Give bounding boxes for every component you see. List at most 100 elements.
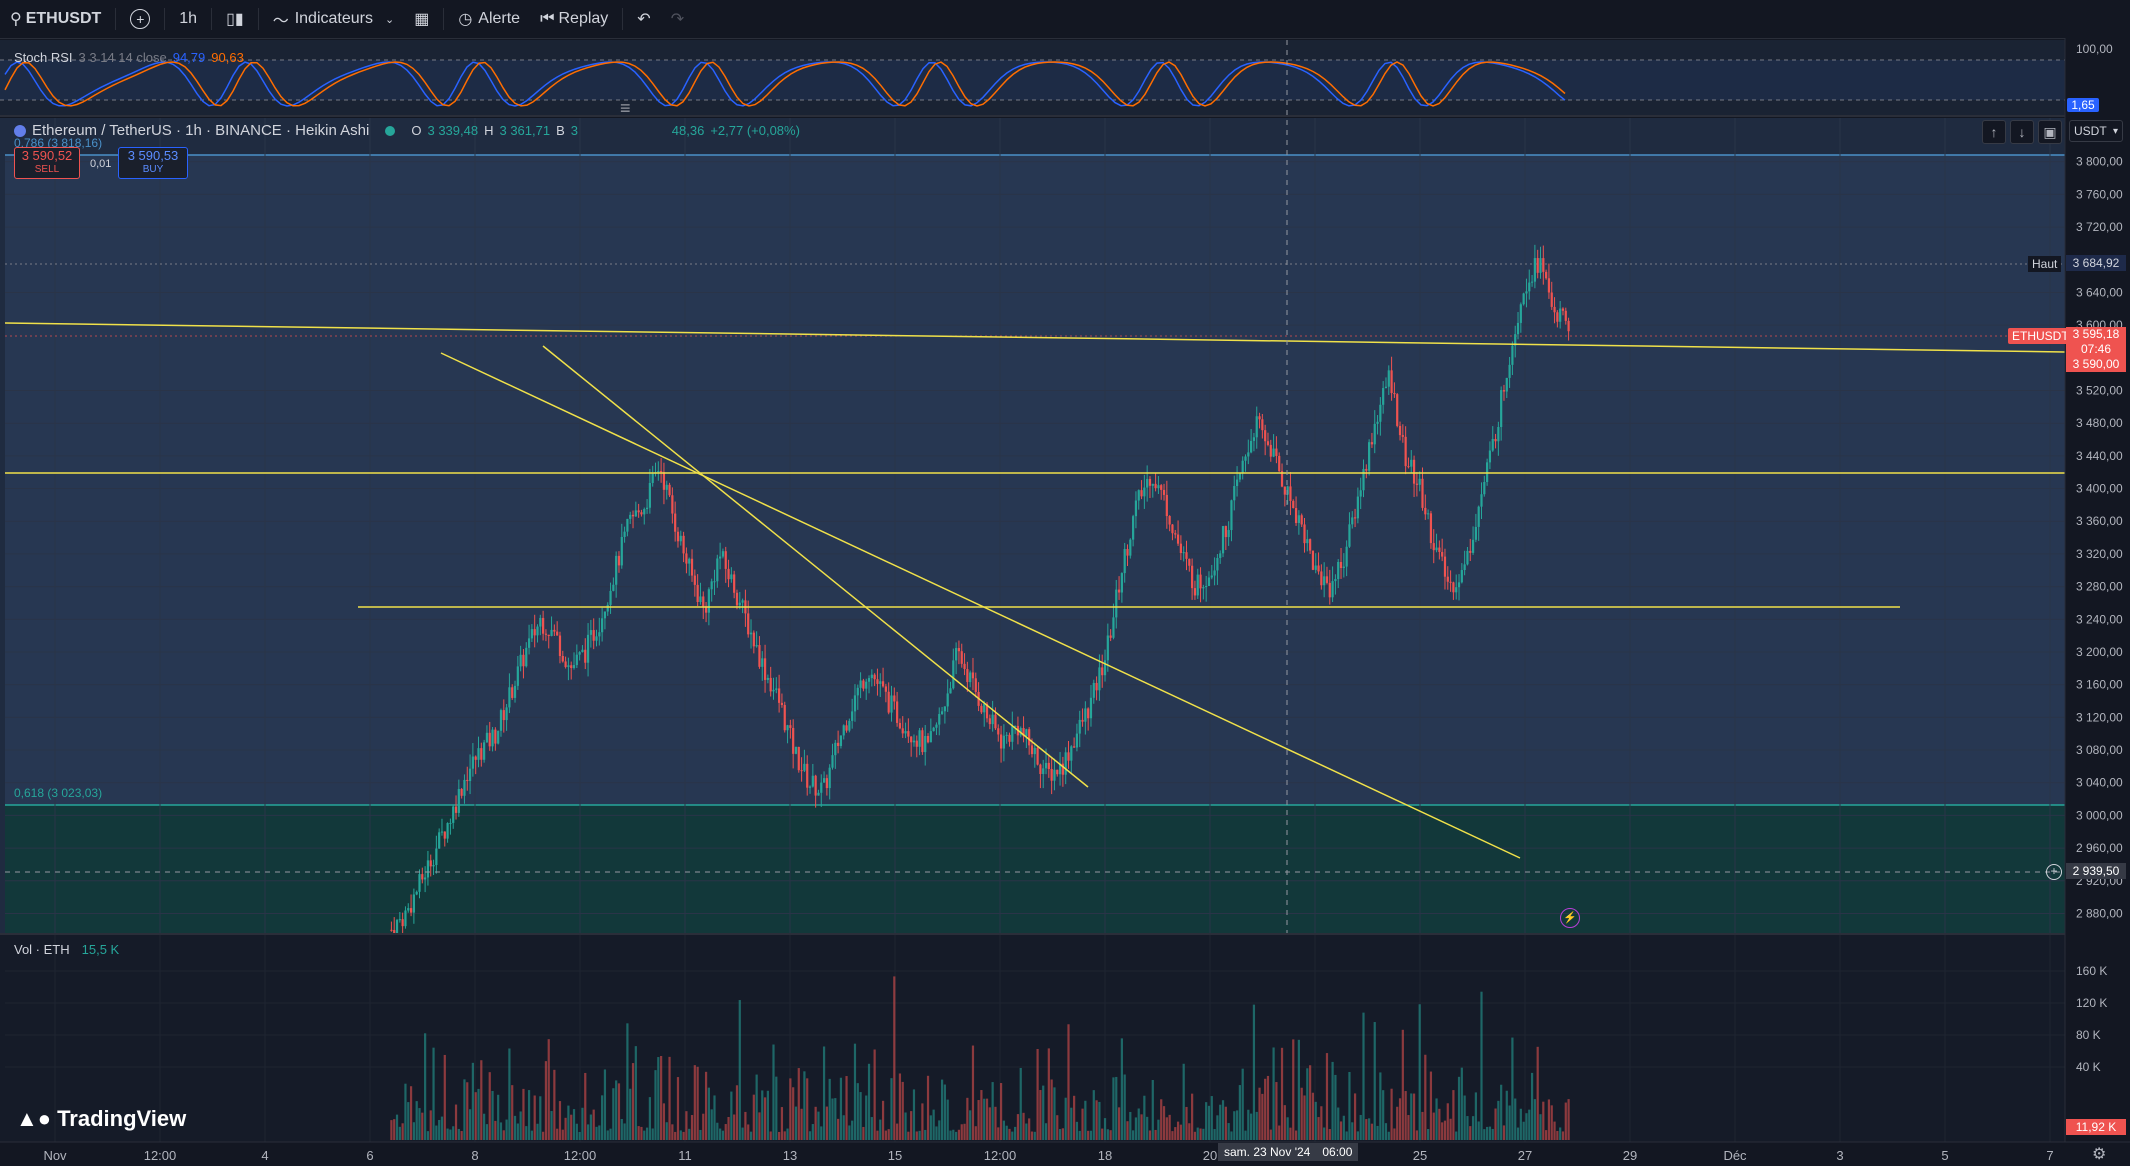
replay-button[interactable]: ⏮ Replay <box>530 0 618 38</box>
candle-body <box>870 674 873 679</box>
candle-body <box>1176 534 1180 544</box>
volume-bar <box>1162 1106 1166 1140</box>
volume-bar <box>710 1109 713 1140</box>
candles <box>390 244 1570 946</box>
volume-bar <box>1303 1095 1306 1140</box>
candle-body <box>733 574 736 593</box>
candle-body <box>1008 734 1011 742</box>
candle-body <box>747 613 750 635</box>
interval-button[interactable]: 1h <box>169 0 207 38</box>
volume-bar <box>1098 1101 1101 1140</box>
volume-bar <box>483 1113 486 1140</box>
volume-bar <box>443 1054 446 1140</box>
candle-body <box>837 742 840 746</box>
symbol-price-tag: ETHUSDT <box>2008 328 2073 344</box>
pane-drag-handle-icon[interactable]: ≡ <box>620 98 631 118</box>
trendline-diagonal-long[interactable] <box>440 352 1521 859</box>
indicators-button[interactable]: 〜 Indicateurs ⌄ <box>263 0 405 38</box>
settings-gear-icon[interactable]: ⚙ <box>2092 1146 2107 1163</box>
volume-axis-labels: 160 K 120 K 80 K 40 K <box>2076 964 2107 1074</box>
volume-bar <box>1022 1112 1025 1140</box>
volume-bar <box>1528 1109 1531 1140</box>
time-tick-label: 3 <box>1836 1148 1843 1163</box>
volume-bar <box>1042 1085 1045 1140</box>
chart-area[interactable]: 3 800,00 3 760,00 3 720,00 3 640,00 3 600,00… <box>0 38 2130 1166</box>
candle-body <box>1494 438 1497 442</box>
volume-bar <box>1365 1119 1368 1140</box>
price-axis[interactable] <box>2065 38 2130 1142</box>
chart-type-button[interactable]: ▯▮ <box>216 0 254 38</box>
time-axis[interactable] <box>0 1142 2130 1166</box>
candle-body <box>581 649 584 653</box>
candle-body <box>1205 586 1208 588</box>
candle-body <box>1432 543 1435 551</box>
crosshair-add-icon[interactable]: + <box>2046 864 2062 880</box>
stoch-legend[interactable]: Stoch RSI 3 3 14 14 close 94,79 90,63 <box>14 50 244 65</box>
ohlc-h-value: 3 361,71 <box>499 123 551 138</box>
price-grid <box>5 118 2065 933</box>
undo-button[interactable]: ↶ <box>627 0 660 38</box>
candle-body <box>1227 530 1230 538</box>
candle-body <box>1345 546 1348 567</box>
volume-bar <box>631 1063 635 1140</box>
volume-bar <box>404 1083 407 1140</box>
candle-body <box>865 681 868 689</box>
last-price: 3 595,18 <box>2072 327 2120 341</box>
compare-button[interactable]: + <box>120 0 160 38</box>
candle-body <box>488 732 491 747</box>
volume-bar <box>865 1095 868 1140</box>
main-legend[interactable]: Ethereum / TetherUS · 1h · BINANCE · Hei… <box>14 122 800 139</box>
currency-select[interactable]: USDT ▾ <box>2069 120 2123 142</box>
volume-bar <box>1067 1024 1070 1140</box>
candle-body <box>1294 508 1298 523</box>
volume-bar <box>910 1111 913 1140</box>
chevron-down-icon[interactable]: ⌄ <box>384 13 395 26</box>
time-tick-label: 4 <box>261 1148 268 1163</box>
volume-bar <box>1466 1116 1469 1140</box>
candle-body <box>834 742 837 756</box>
volume-bar <box>567 1105 570 1140</box>
candle-body <box>1058 763 1062 775</box>
volume-bar <box>1230 1131 1233 1140</box>
candle-body <box>1331 581 1334 598</box>
scroll-up-button[interactable]: ↑ <box>1982 120 2006 144</box>
candle-body <box>1407 466 1410 468</box>
volume-bar <box>949 1130 952 1140</box>
maximize-pane-button[interactable]: ▣ <box>2038 120 2062 144</box>
volume-bar <box>1457 1076 1461 1140</box>
chart-canvas[interactable]: 3 800,003 760,003 720,003 640,003 600,00… <box>0 38 2130 1166</box>
candle-body <box>1542 258 1545 272</box>
volume-bar <box>1151 1079 1154 1140</box>
search-icon: ⚲ <box>10 11 22 28</box>
scroll-down-button[interactable]: ↓ <box>2010 120 2034 144</box>
candle-body <box>1297 515 1300 523</box>
volume-bar <box>1382 1090 1385 1140</box>
volume-bar <box>1407 1115 1410 1140</box>
symbol-search[interactable]: ⚲ ETHUSDT <box>0 0 111 38</box>
candle-body <box>1300 515 1303 525</box>
layouts-button[interactable]: ▦ <box>404 0 439 38</box>
volume-bar <box>1362 1012 1365 1140</box>
candle-body <box>550 629 553 637</box>
volume-bar <box>432 1047 435 1140</box>
volume-bar <box>426 1131 430 1140</box>
trendline-diagonal-short[interactable] <box>542 345 1089 788</box>
volume-bar <box>926 1075 930 1140</box>
volume-bar <box>1320 1106 1323 1140</box>
candle-body <box>1505 377 1508 392</box>
candle-body <box>1435 547 1438 551</box>
volume-legend[interactable]: Vol · ETH 15,5 K <box>14 942 119 957</box>
alert-button[interactable]: ◷ Alerte <box>448 0 530 38</box>
candle-body <box>1471 539 1475 553</box>
candle-body <box>1320 571 1323 586</box>
tradingview-logo: ▲● TradingView <box>16 1106 186 1132</box>
buy-button[interactable]: 3 590,53 BUY <box>118 147 188 179</box>
candle-body <box>564 661 567 668</box>
volume-bar <box>1314 1101 1317 1140</box>
sell-button[interactable]: 3 590,52 SELL <box>14 147 80 179</box>
candle-body <box>1466 550 1469 565</box>
lightning-event-icon[interactable]: ⚡ <box>1560 908 1580 928</box>
trendline-upper-horizontal[interactable] <box>4 322 2066 353</box>
price-tick-label: 2 880,00 <box>2076 906 2123 920</box>
volume-bar <box>1191 1093 1194 1140</box>
